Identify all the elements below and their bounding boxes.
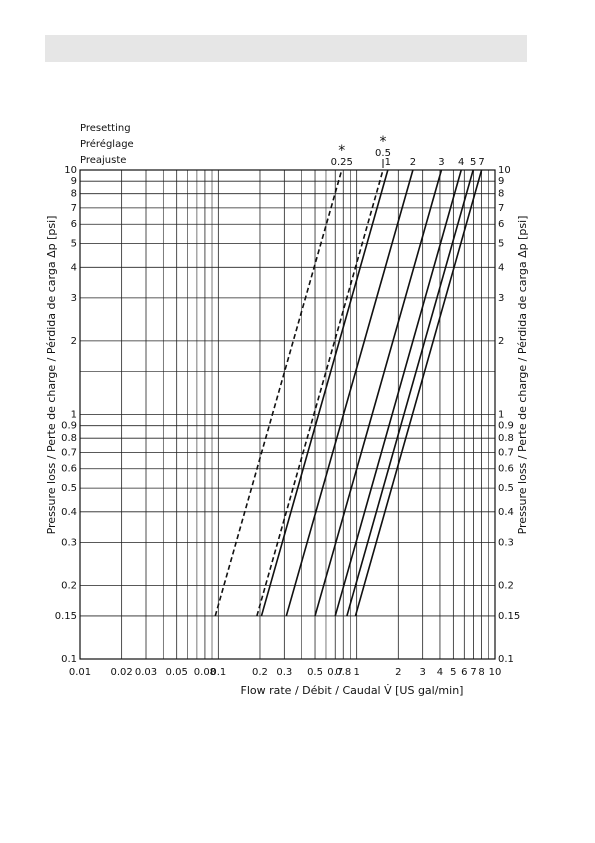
y-axis-label: Pressure loss / Perte de charge / Pérdid… — [516, 216, 529, 535]
y-tick-label: 2 — [71, 336, 77, 347]
x-tick-label: 8 — [478, 667, 484, 678]
x-tick-label: 0.7 — [327, 667, 343, 678]
x-tick-label: 0.05 — [166, 667, 188, 678]
x-tick-label: 4 — [437, 667, 443, 678]
series-label: 3 — [438, 157, 444, 168]
series-label: 2 — [410, 157, 416, 168]
y-tick-label: 9 — [498, 176, 504, 187]
y-tick-label: 3 — [71, 293, 77, 304]
y-tick-label: 0.15 — [498, 611, 520, 622]
y-tick-label: 0.4 — [61, 507, 77, 518]
y-tick-label: 0.6 — [498, 464, 514, 475]
y-tick-label: 0.8 — [61, 433, 77, 444]
x-tick-label: 0.5 — [307, 667, 323, 678]
series-label: 4 — [458, 157, 464, 168]
y-tick-label: 5 — [498, 239, 504, 250]
x-axis-label: Flow rate / Débit / Caudal V̇ [US gal/mi… — [241, 684, 464, 697]
y-tick-label: 6 — [498, 219, 504, 230]
x-tick-label: 7 — [470, 667, 476, 678]
series-label: 0.5 — [375, 148, 391, 159]
y-tick-label: 10 — [498, 165, 511, 176]
y-tick-label: 1 — [498, 410, 504, 421]
y-tick-label: 10 — [64, 165, 77, 176]
x-tick-label: 2 — [395, 667, 401, 678]
series-note: * — [379, 134, 386, 150]
plot-frame — [79, 169, 496, 660]
series-line — [260, 169, 389, 617]
x-tick-label: 0.08 — [194, 667, 216, 678]
series-label: 5 — [470, 157, 476, 168]
legend-title: Préréglage — [80, 138, 134, 150]
y-tick-label: 9 — [71, 176, 77, 187]
y-tick-label: 5 — [71, 239, 77, 250]
series-line — [334, 169, 462, 617]
series-line — [256, 169, 384, 617]
y-tick-label: 1 — [71, 410, 77, 421]
y-tick-label: 0.2 — [498, 580, 514, 591]
x-tick-label: 10 — [489, 667, 502, 678]
series-line — [314, 169, 443, 617]
legend-title: Presetting — [80, 123, 131, 134]
y-tick-label: 8 — [71, 189, 77, 200]
y-tick-label: 3 — [498, 293, 504, 304]
series-label: 7 — [478, 157, 484, 168]
series-line — [346, 169, 474, 617]
legend-title: Preajuste — [80, 155, 126, 166]
y-tick-label: 0.5 — [498, 483, 514, 494]
y-tick-label: 0.4 — [498, 507, 514, 518]
y-tick-label: 0.1 — [61, 654, 77, 665]
y-tick-label: 0.6 — [61, 464, 77, 475]
y-tick-label: 0.3 — [498, 537, 514, 548]
y-tick-label: 6 — [71, 219, 77, 230]
y-tick-label: 4 — [498, 262, 504, 273]
y-axis-label: Pressure loss / Perte de charge / Pérdid… — [45, 216, 58, 535]
y-tick-label: 0.2 — [61, 580, 77, 591]
x-tick-label: 0.2 — [252, 667, 268, 678]
series-line — [214, 169, 343, 617]
x-tick-label: 0.8 — [335, 667, 351, 678]
y-tick-label: 0.8 — [498, 433, 514, 444]
y-tick-label: 0.3 — [61, 537, 77, 548]
y-tick-label: 8 — [498, 189, 504, 200]
header-bar — [45, 35, 527, 62]
y-tick-label: 0.7 — [61, 447, 77, 458]
x-tick-label: 5 — [450, 667, 456, 678]
y-tick-label: 7 — [71, 203, 77, 214]
series-line — [285, 169, 414, 617]
y-tick-label: 0.9 — [61, 421, 77, 432]
x-tick-label: 0.03 — [135, 667, 157, 678]
y-tick-label: 0.9 — [498, 421, 514, 432]
y-tick-label: 0.15 — [55, 611, 77, 622]
x-tick-label: 1 — [353, 667, 359, 678]
x-tick-label: 0.3 — [276, 667, 292, 678]
y-tick-label: 0.1 — [498, 654, 514, 665]
x-tick-label: 0.02 — [111, 667, 133, 678]
series-label: 1 — [385, 157, 391, 168]
x-tick-label: 0.01 — [69, 667, 91, 678]
series-note: * — [338, 143, 345, 159]
y-tick-label: 0.5 — [61, 483, 77, 494]
x-tick-label: 3 — [419, 667, 425, 678]
series-line — [354, 169, 483, 617]
y-tick-label: 2 — [498, 336, 504, 347]
x-tick-label: 6 — [461, 667, 467, 678]
y-tick-label: 0.7 — [498, 447, 514, 458]
y-tick-label: 4 — [71, 262, 77, 273]
series-label: 0.25 — [331, 157, 353, 168]
x-tick-label: 0.1 — [210, 667, 226, 678]
y-tick-label: 7 — [498, 203, 504, 214]
